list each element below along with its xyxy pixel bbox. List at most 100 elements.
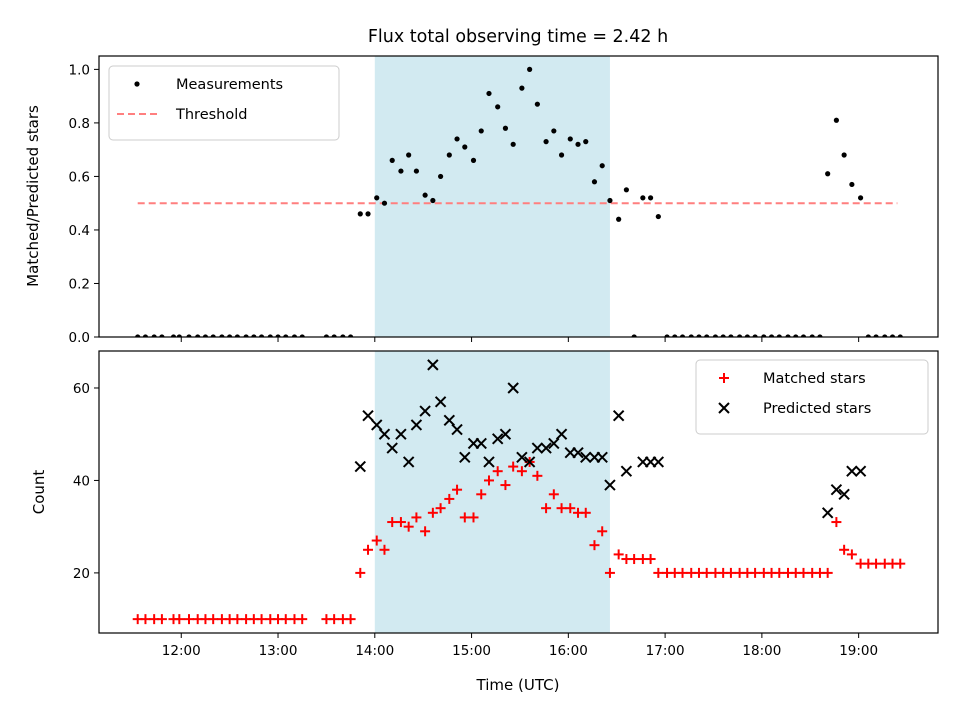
- predicted-star-marker: [821, 507, 834, 519]
- measurement-point: [331, 334, 337, 337]
- predicted-star-marker: [580, 451, 592, 464]
- top-y-tick-label: 0.8: [69, 116, 90, 132]
- predicted-star-marker: [507, 382, 519, 394]
- predicted-star-marker: [499, 428, 512, 440]
- matched-star-marker: [645, 554, 656, 565]
- predicted-star-marker: [620, 465, 633, 477]
- top-y-tick-label: 0.0: [69, 330, 90, 346]
- matched-star-marker: [183, 614, 194, 625]
- predicted-star-marker: [475, 437, 487, 450]
- x-tick-label: 14:00: [355, 643, 394, 659]
- predicted-star-marker: [846, 465, 858, 477]
- predicted-star-marker: [434, 396, 447, 408]
- bottom-y-tick-label: 60: [73, 381, 90, 397]
- measurement-point: [800, 334, 807, 337]
- predicted-star-marker: [419, 405, 431, 417]
- matched-star-marker: [355, 567, 366, 578]
- measurement-point: [558, 152, 565, 158]
- matched-star-marker: [492, 466, 503, 477]
- predicted-star-marker: [402, 456, 415, 468]
- measurement-point: [761, 334, 767, 337]
- predicted-star-marker: [612, 410, 625, 422]
- matched-star-marker: [329, 614, 340, 625]
- legend-measurement-symbol: [134, 81, 140, 87]
- matched-star-marker: [822, 567, 833, 578]
- matched-star-marker: [208, 614, 219, 625]
- matched-star-marker: [629, 554, 640, 565]
- measurement-point: [348, 334, 354, 337]
- predicted-star-marker: [378, 428, 391, 440]
- predicted-star-marker: [854, 465, 867, 477]
- measurement-point: [575, 141, 581, 147]
- legend-box: [108, 65, 340, 141]
- measurement-point: [510, 141, 516, 147]
- predicted-star-marker: [540, 442, 552, 454]
- measurement-point: [502, 125, 509, 131]
- predicted-star-marker: [548, 437, 560, 450]
- measurement-point: [882, 334, 888, 337]
- predicted-star-marker: [451, 423, 463, 436]
- predicted-star-marker: [596, 451, 608, 464]
- measurement-point: [135, 334, 141, 337]
- matched-star-marker: [156, 614, 167, 625]
- matched-star-marker: [140, 614, 151, 625]
- bottom-shaded-region: [374, 351, 610, 633]
- top-plot-area: [135, 56, 903, 337]
- predicted-star-marker: [523, 456, 536, 468]
- matched-star-marker: [677, 567, 688, 578]
- measurement-point: [454, 136, 460, 142]
- predicted-star-marker: [483, 456, 495, 468]
- matched-star-marker: [516, 466, 527, 477]
- predicted-star-marker: [838, 488, 850, 501]
- x-tick-label: 18:00: [742, 643, 781, 659]
- matched-star-marker: [871, 558, 882, 569]
- measurement-point: [389, 157, 395, 163]
- chart-title: Flux total observing time = 2.42 h: [368, 27, 668, 47]
- measurement-point: [406, 152, 412, 158]
- measurement-point: [413, 168, 420, 174]
- predicted-star-marker: [555, 428, 568, 440]
- measurement-point: [495, 104, 501, 110]
- bottom-panel: 20 40 60 12:00 13:00 14:00 15:00 16:00 17:00 18:0…: [73, 350, 939, 659]
- top-y-tick-label: 0.6: [69, 169, 90, 185]
- matched-star-marker: [701, 567, 712, 578]
- measurement-point: [679, 334, 686, 337]
- matched-star-marker: [831, 517, 842, 528]
- measurement-point: [599, 163, 605, 169]
- bottom-y-tick-label: 20: [73, 566, 90, 582]
- measurement-point: [591, 179, 598, 185]
- predicted-star-marker: [459, 451, 471, 464]
- x-tick-label: 19:00: [839, 643, 878, 659]
- measurement-point: [151, 334, 157, 337]
- predicted-star-marker: [572, 446, 584, 459]
- measurement-point: [631, 334, 637, 337]
- matched-star-marker: [459, 512, 470, 523]
- measurement-point: [865, 334, 871, 337]
- measurement-point: [176, 334, 182, 337]
- measurement-point: [519, 85, 525, 91]
- measurement-point: [267, 334, 273, 337]
- measurement-point: [889, 334, 896, 337]
- measurement-point: [712, 334, 719, 337]
- measurement-point: [323, 334, 330, 337]
- measurement-point: [340, 334, 346, 337]
- top-axes-frame: [98, 55, 939, 338]
- measurement-point: [446, 152, 452, 158]
- measurement-point: [430, 197, 436, 204]
- measurement-point: [202, 334, 209, 337]
- measurement-point: [825, 171, 831, 177]
- matched-star-marker: [411, 512, 422, 523]
- matched-star-marker: [532, 470, 543, 481]
- x-tick-label: 13:00: [259, 643, 298, 659]
- measurement-point: [159, 334, 165, 337]
- predicted-star-marker: [410, 419, 423, 431]
- measurement-point: [470, 157, 477, 163]
- legend-box: [695, 359, 929, 435]
- legend-predicted-symbol: [718, 402, 730, 414]
- bottom-axes-frame: [98, 350, 939, 634]
- predicted-star-marker: [604, 479, 616, 491]
- measurement-point: [534, 101, 540, 107]
- top-y-axis-label: Matched/Predicted stars: [24, 105, 42, 287]
- matched-star-marker: [774, 567, 785, 578]
- x-tick-label: 17:00: [646, 643, 685, 659]
